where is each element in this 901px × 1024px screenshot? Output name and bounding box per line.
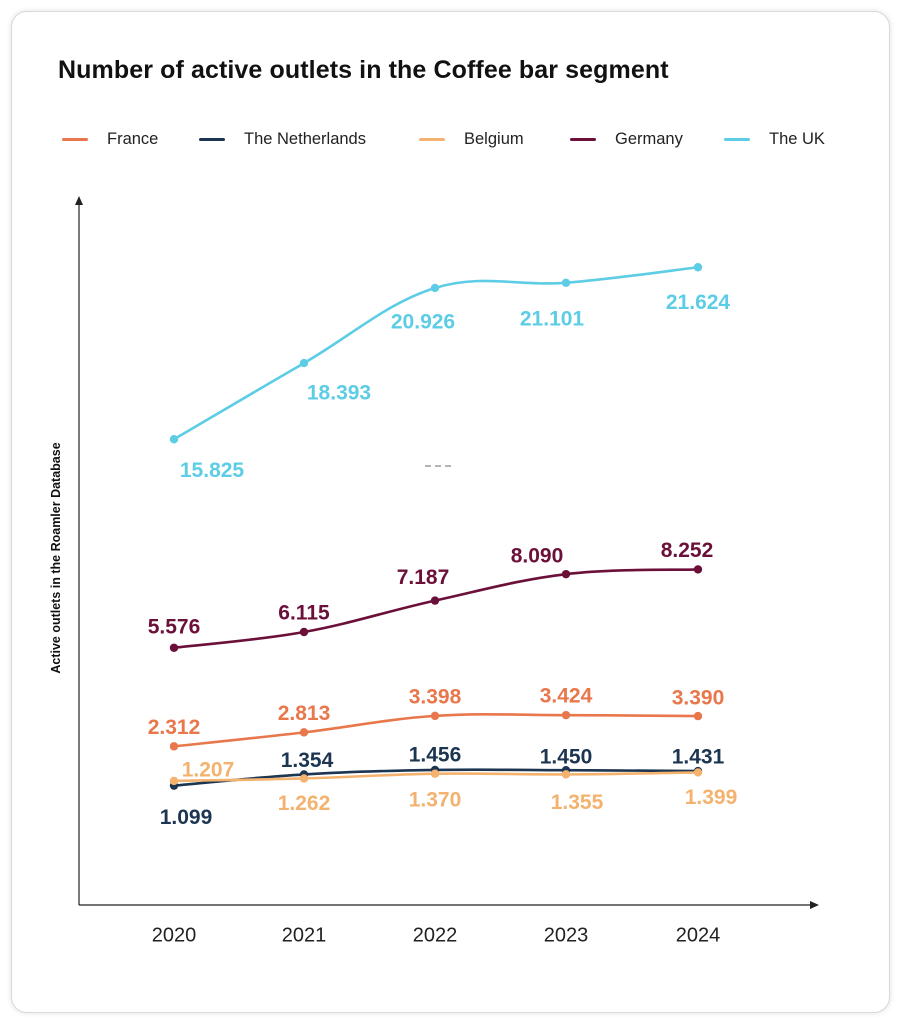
legend-item-the-uk: The UK [724, 128, 825, 150]
data-point-the-uk-2022 [430, 283, 440, 293]
data-label-belgium-2024: 1.399 [685, 786, 738, 809]
data-label-belgium-2021: 1.262 [278, 792, 331, 815]
legend-swatch-france [62, 137, 88, 141]
data-point-germany-2024 [693, 565, 703, 574]
data-label-the-netherlands-2024: 1.431 [672, 746, 725, 769]
data-point-the-uk-2023 [561, 278, 571, 287]
legend-label-the-uk: The UK [769, 129, 825, 148]
data-point-germany-2022 [430, 596, 440, 605]
data-label-germany-2020: 5.576 [148, 615, 201, 638]
data-label-the-netherlands-2023: 1.450 [540, 746, 593, 769]
data-label-the-uk-2022: 20.926 [391, 311, 455, 334]
data-point-germany-2023 [561, 569, 571, 579]
data-label-france-2023: 3.424 [540, 685, 593, 708]
data-label-belgium-2020: 1.207 [182, 758, 235, 781]
chart-data-points [169, 263, 703, 790]
data-label-france-2022: 3.398 [409, 685, 462, 708]
data-point-belgium-2021 [299, 774, 309, 783]
x-tick-label-2023: 2023 [544, 924, 589, 946]
data-label-germany-2023: 8.090 [511, 545, 564, 568]
data-point-france-2021 [299, 728, 309, 737]
data-label-the-uk-2023: 21.101 [520, 307, 585, 330]
data-label-france-2021: 2.813 [278, 702, 331, 725]
data-point-belgium-2022 [430, 769, 440, 778]
data-label-the-uk-2024: 21.624 [666, 291, 731, 314]
legend-label-france: France [107, 129, 159, 148]
legend-item-germany: Germany [570, 128, 683, 150]
legend-swatch-the-uk [724, 137, 750, 141]
legend-swatch-germany [570, 137, 596, 141]
legend-swatch-the-netherlands [199, 137, 225, 141]
data-label-france-2020: 2.312 [148, 716, 201, 739]
data-point-france-2020 [169, 742, 179, 751]
data-label-the-uk-2020: 15.825 [180, 459, 245, 482]
data-point-belgium-2024 [693, 768, 703, 777]
data-point-the-uk-2021 [299, 358, 309, 368]
legend-item-france: France [62, 128, 158, 150]
chart-axes [75, 196, 819, 909]
y-axis-arrow [75, 196, 83, 205]
legend-label-germany: Germany [615, 129, 683, 148]
legend-item-the-netherlands: The Netherlands [199, 128, 366, 150]
data-point-france-2023 [561, 710, 571, 720]
legend-label-belgium: Belgium [464, 129, 524, 148]
data-point-france-2022 [430, 711, 440, 721]
x-tick-label-2020: 2020 [152, 924, 197, 946]
data-label-the-netherlands-2022: 1.456 [409, 743, 462, 766]
legend-swatch-belgium [419, 137, 445, 141]
data-point-the-uk-2024 [693, 263, 703, 272]
x-tick-label-2022: 2022 [413, 924, 458, 946]
chart-card [11, 11, 890, 1013]
series-line-the-uk [172, 265, 700, 441]
data-label-germany-2022: 7.187 [397, 566, 450, 589]
legend-item-belgium: Belgium [419, 128, 524, 150]
x-axis-arrow [810, 901, 819, 909]
x-tick-label-2024: 2024 [676, 924, 721, 946]
data-point-france-2024 [693, 711, 703, 721]
x-tick-label-2021: 2021 [282, 924, 327, 946]
data-label-belgium-2022: 1.370 [409, 788, 462, 811]
legend-label-the-netherlands: The Netherlands [244, 129, 366, 148]
data-point-germany-2021 [299, 627, 309, 637]
data-point-belgium-2023 [561, 770, 571, 779]
data-label-france-2024: 3.390 [672, 687, 725, 710]
data-label-the-netherlands-2020: 1.099 [160, 806, 213, 829]
chart-title: Number of active outlets in the Coffee b… [58, 56, 669, 84]
data-label-germany-2021: 6.115 [278, 602, 330, 625]
chart-data-labels: 2.312 2.813 3.398 3.424 3.390 1.099 1.354 1.456… [148, 291, 738, 829]
data-label-germany-2024: 8.252 [661, 539, 714, 562]
chart-x-tick-labels: 2020 2021 2022 2023 2024 [152, 924, 721, 946]
data-point-the-uk-2020 [169, 435, 179, 444]
data-label-belgium-2023: 1.355 [551, 791, 604, 814]
data-label-the-netherlands-2021: 1.354 [281, 749, 334, 772]
data-point-germany-2020 [169, 643, 179, 652]
data-label-the-uk-2021: 18.393 [307, 382, 371, 405]
data-point-belgium-2020 [169, 776, 179, 786]
